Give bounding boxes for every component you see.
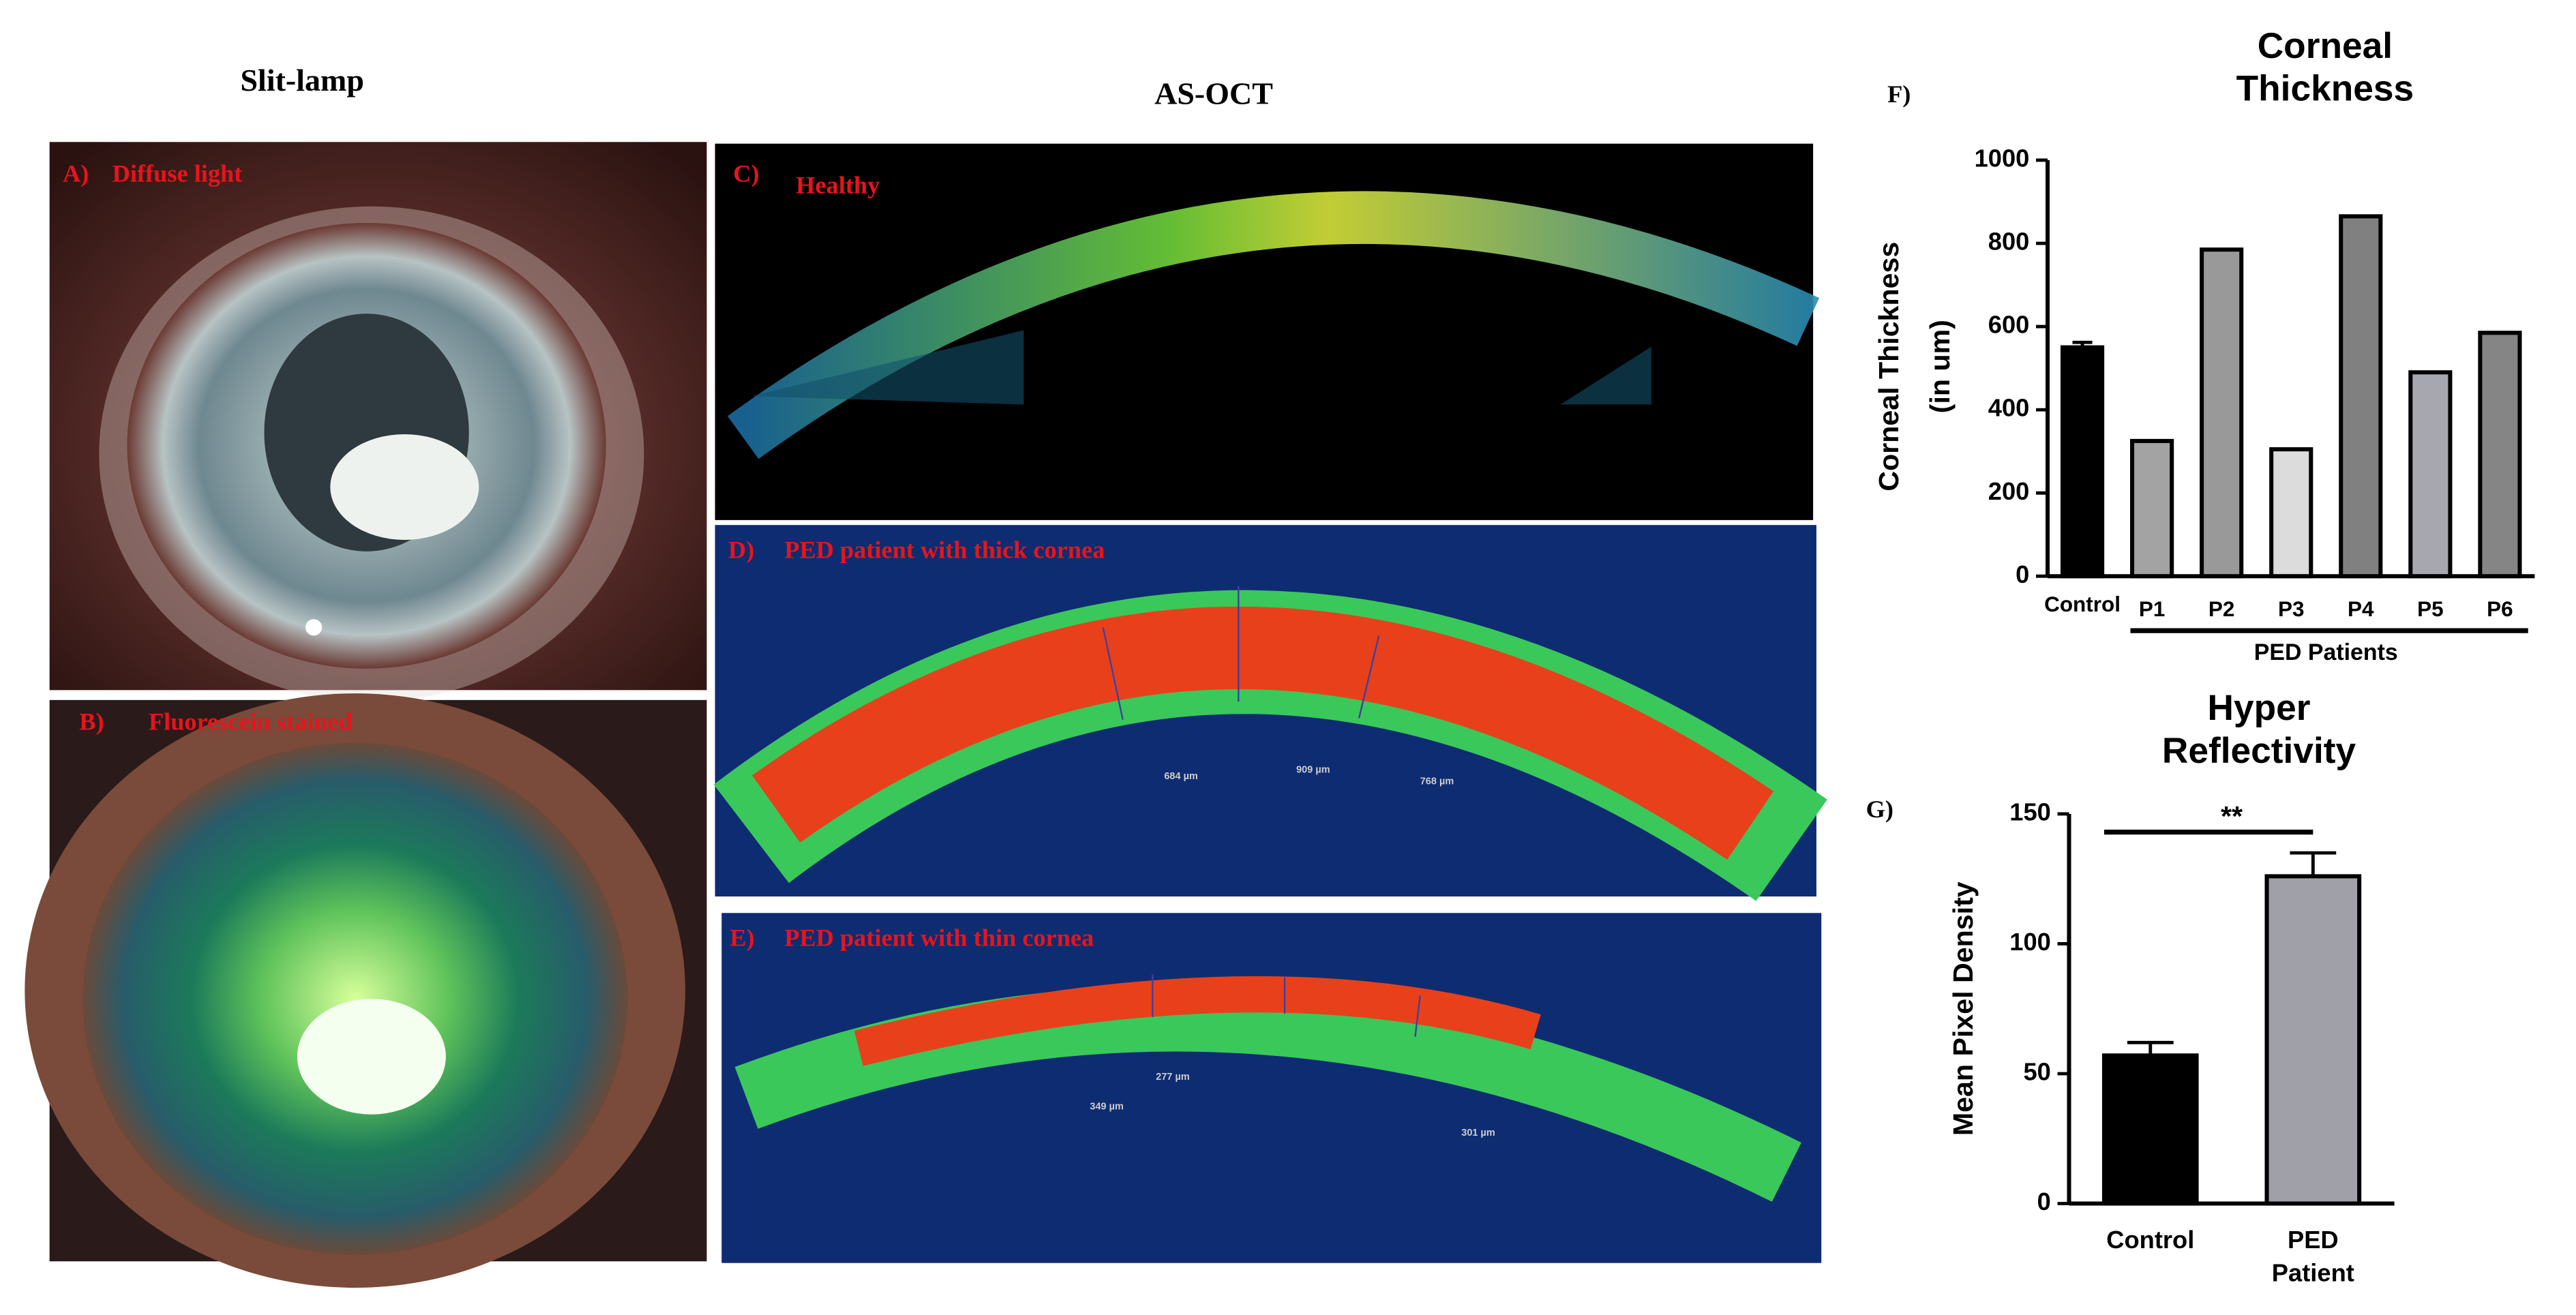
measurement: 909 µm xyxy=(1296,764,1330,775)
x-tick-label: PED Patient xyxy=(2272,1226,2354,1286)
x-tick-label: P1 xyxy=(2139,597,2166,621)
bar xyxy=(2130,438,2174,579)
bar xyxy=(2264,874,2362,1206)
panel-label: A) xyxy=(63,160,89,187)
panel-label: E) xyxy=(730,924,754,952)
measurement: 768 µm xyxy=(1420,776,1454,787)
slit-lamp-image xyxy=(49,142,707,702)
y-axis-label: (in um) xyxy=(1924,320,1956,413)
measurement: 349 µm xyxy=(1090,1101,1124,1112)
y-tick-label: 100 xyxy=(2009,928,2051,956)
x-tick-label: P6 xyxy=(2487,597,2513,621)
x-tick-label: Control xyxy=(2106,1226,2194,1254)
heading: AS-OCT xyxy=(1154,76,1273,111)
slit-lamp-image xyxy=(25,693,707,1288)
panel-label: G) xyxy=(1866,796,1893,823)
x-tick-label: P4 xyxy=(2348,597,2374,621)
measurement: 684 µm xyxy=(1164,771,1198,782)
y-tick-label: 400 xyxy=(1988,394,2030,422)
measurement: 301 µm xyxy=(1461,1128,1495,1138)
chart-title: Hyper Reflectivity xyxy=(2162,688,2356,771)
y-tick-label: 150 xyxy=(2009,798,2051,826)
x-tick-label: P5 xyxy=(2417,597,2444,621)
bar xyxy=(2269,447,2313,579)
panel-caption: PED patient with thin cornea xyxy=(784,924,1094,952)
panel-caption: PED patient with thick cornea xyxy=(784,536,1105,564)
panel-caption: Fluorescein stained xyxy=(149,708,353,735)
x-tick-label: P3 xyxy=(2278,597,2305,621)
bar xyxy=(2060,345,2105,579)
measurement: 277 µm xyxy=(1156,1072,1190,1083)
oct-image xyxy=(715,143,1820,520)
y-tick-label: 600 xyxy=(1988,311,2030,339)
panel-label: B) xyxy=(79,708,104,735)
bar xyxy=(2101,1053,2199,1206)
y-tick-label: 0 xyxy=(2037,1188,2051,1215)
bar xyxy=(2200,247,2244,579)
bar xyxy=(2408,370,2453,579)
group-label: PED Patients xyxy=(2254,639,2398,665)
y-tick-label: 0 xyxy=(2016,560,2029,588)
panel-caption: Diffuse light xyxy=(113,160,243,187)
bar xyxy=(2478,331,2522,579)
panel-label: D) xyxy=(728,536,754,564)
y-tick-label: 200 xyxy=(1988,477,2030,505)
bar xyxy=(2339,214,2383,579)
heading: Slit-lamp xyxy=(240,63,363,97)
oct-image xyxy=(713,525,1827,901)
x-tick-label: Control xyxy=(2044,592,2121,616)
oct-image xyxy=(721,913,1822,1263)
chart-title: Corneal Thickness xyxy=(2236,26,2414,109)
x-tick-label: P2 xyxy=(2208,597,2235,621)
panel-caption: Healthy xyxy=(796,171,880,198)
y-tick-label: 800 xyxy=(1988,228,2030,256)
panel-label: F) xyxy=(1887,80,1911,108)
significance-label: ** xyxy=(2221,800,2243,832)
y-axis-label: Mean Pixel Density xyxy=(1947,881,1979,1136)
y-tick-label: 50 xyxy=(2023,1058,2050,1086)
panel-label: C) xyxy=(733,160,759,187)
y-axis-label: Corneal Thickness xyxy=(1873,242,1904,492)
y-tick-label: 1000 xyxy=(1975,145,2030,172)
